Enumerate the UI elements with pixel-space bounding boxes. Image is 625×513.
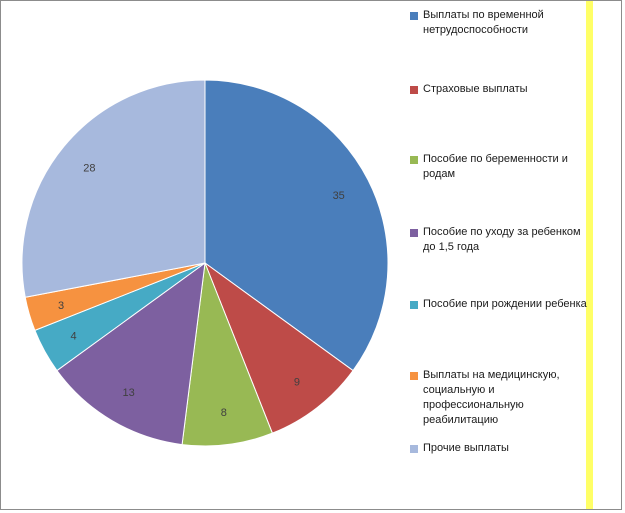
legend-label-line: Прочие выплаты — [423, 442, 509, 454]
legend-label-4: Пособие при рождении ребенка — [423, 297, 587, 312]
pie-slices — [21, 79, 389, 447]
legend-item-3: Пособие по уходу за ребенком до 1,5 года — [410, 225, 615, 255]
legend-swatch-6 — [410, 445, 418, 453]
slice-value-label-5: 3 — [58, 300, 64, 312]
slice-value-label-6: 28 — [83, 162, 95, 174]
pie-slice-2 — [181, 262, 274, 447]
legend-item-6: Прочие выплаты — [410, 441, 615, 456]
legend-label-3: Пособие по уходу за ребенком до 1,5 года — [423, 225, 581, 255]
legend-label-1: Страховые выплаты — [423, 82, 528, 97]
legend-label-line: до 1,5 года — [423, 241, 480, 253]
legend-swatch-1 — [410, 86, 418, 94]
legend-label-line: Пособие при рождении ребенка — [423, 298, 587, 310]
legend-item-0: Выплаты по временной нетрудоспособности — [410, 8, 615, 38]
legend-label-line: социальную и — [423, 384, 495, 396]
legend-label-2: Пособие по беременности и родам — [423, 152, 568, 182]
legend-label-line: профессиональную — [423, 399, 524, 411]
slice-value-label-3: 13 — [122, 387, 134, 399]
legend-label-line: родам — [423, 168, 456, 180]
legend-label-line: Пособие по уходу за ребенком — [423, 226, 581, 238]
legend-swatch-4 — [410, 301, 418, 309]
slice-value-label-4: 4 — [71, 330, 77, 342]
slice-value-label-1: 9 — [294, 377, 300, 389]
pie-slice-0 — [204, 79, 389, 372]
legend-label-5: Выплаты на медицинскую, социальную и профе… — [423, 368, 560, 428]
legend-label-0: Выплаты по временной нетрудоспособности — [423, 8, 544, 38]
legend-swatch-3 — [410, 229, 418, 237]
slice-value-label-2: 8 — [221, 407, 227, 419]
pie-labels: 35 9 8 13 4 3 28 — [58, 162, 345, 418]
legend-swatch-5 — [410, 372, 418, 380]
legend-label-line: Выплаты на медицинскую, — [423, 369, 560, 381]
legend-label-line: Выплаты по временной — [423, 9, 544, 21]
pie-slice-1 — [203, 261, 354, 434]
pie-slice-6 — [21, 79, 206, 298]
legend-label-6: Прочие выплаты — [423, 441, 509, 456]
legend-label-line: Страховые выплаты — [423, 83, 528, 95]
legend-swatch-2 — [410, 156, 418, 164]
legend-item-1: Страховые выплаты — [410, 82, 615, 97]
legend-item-2: Пособие по беременности и родам — [410, 152, 615, 182]
pie-slice-3 — [56, 261, 206, 446]
legend-label-line: реабилитацию — [423, 414, 499, 426]
pie-chart: 35 9 8 13 4 3 28 — [21, 79, 389, 447]
legend-label-line: Пособие по беременности и — [423, 153, 568, 165]
slice-value-label-0: 35 — [333, 190, 345, 202]
legend-item-4: Пособие при рождении ребенка — [410, 297, 615, 312]
yellow-highlight-bar — [586, 1, 593, 509]
legend-item-5: Выплаты на медицинскую, социальную и профе… — [410, 368, 615, 428]
legend-label-line: нетрудоспособности — [423, 24, 529, 36]
legend-swatch-0 — [410, 12, 418, 20]
